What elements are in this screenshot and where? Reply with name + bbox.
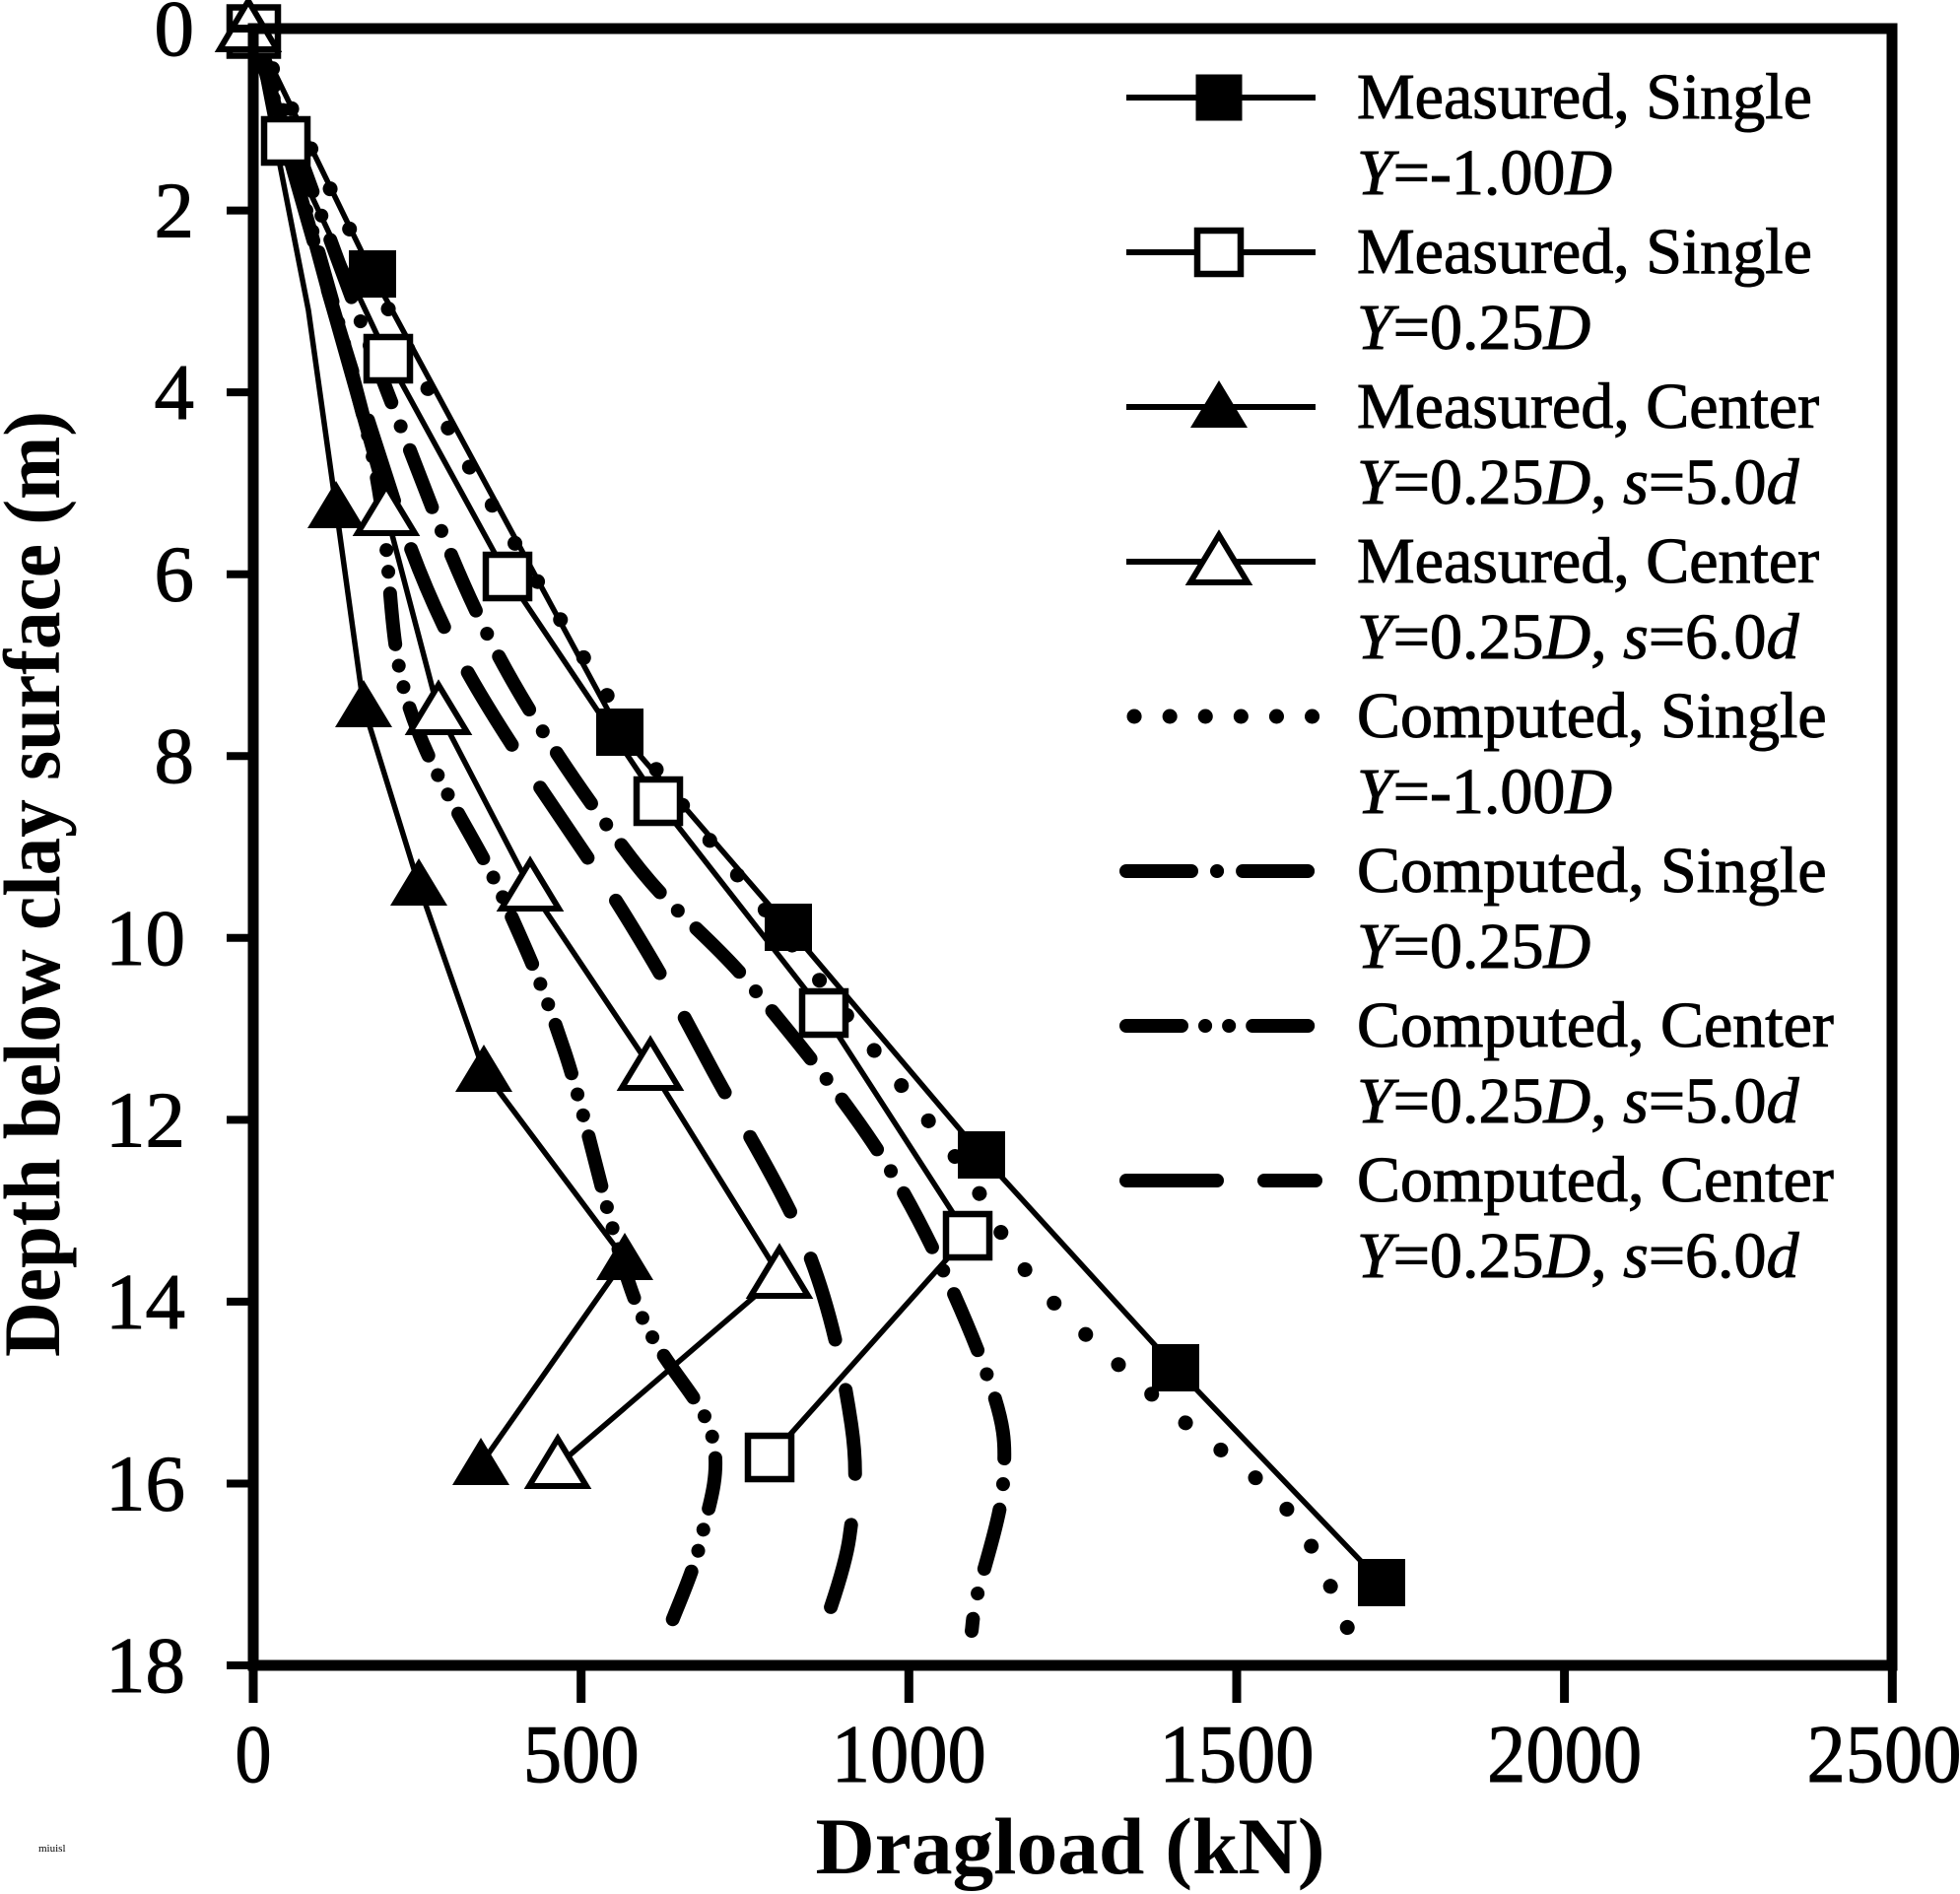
svg-text:Computed, Center: Computed, Center xyxy=(1357,989,1834,1061)
svg-text:Measured, Single: Measured, Single xyxy=(1357,61,1812,133)
svg-text:Y=-1.00D: Y=-1.00D xyxy=(1357,137,1612,209)
svg-text:8: 8 xyxy=(155,711,195,800)
svg-text:10: 10 xyxy=(105,894,185,982)
svg-text:Computed, Center: Computed, Center xyxy=(1357,1144,1834,1216)
svg-text:Depth below clay surface (m): Depth below clay surface (m) xyxy=(0,411,77,1357)
svg-text:2500: 2500 xyxy=(1807,1709,1960,1800)
svg-text:4: 4 xyxy=(155,348,195,437)
svg-text:1000: 1000 xyxy=(832,1709,986,1800)
svg-text:14: 14 xyxy=(105,1257,185,1346)
svg-text:Y=0.25D, s=5.0d: Y=0.25D, s=5.0d xyxy=(1357,446,1800,518)
svg-text:16: 16 xyxy=(105,1440,185,1528)
svg-text:12: 12 xyxy=(105,1075,185,1164)
svg-text:Measured, Center: Measured, Center xyxy=(1357,371,1819,442)
svg-text:Measured, Single: Measured, Single xyxy=(1357,216,1812,288)
svg-text:1500: 1500 xyxy=(1160,1709,1315,1800)
svg-text:Y=0.25D, s=6.0d: Y=0.25D, s=6.0d xyxy=(1357,601,1800,673)
svg-text:0: 0 xyxy=(155,0,195,73)
svg-text:Y=0.25D, s=5.0d: Y=0.25D, s=5.0d xyxy=(1357,1065,1800,1137)
svg-text:Y=0.25D, s=6.0d: Y=0.25D, s=6.0d xyxy=(1357,1220,1800,1292)
svg-text:500: 500 xyxy=(523,1709,640,1800)
svg-text:Y=-1.00D: Y=-1.00D xyxy=(1357,756,1612,828)
svg-text:2000: 2000 xyxy=(1487,1709,1642,1800)
svg-text:Y=0.25D: Y=0.25D xyxy=(1357,911,1590,982)
svg-text:Measured, Center: Measured, Center xyxy=(1357,525,1819,597)
svg-text:2: 2 xyxy=(155,167,195,255)
svg-text:miuisl: miuisl xyxy=(38,1843,66,1855)
svg-text:Computed, Single: Computed, Single xyxy=(1357,835,1827,907)
svg-text:0: 0 xyxy=(236,1709,272,1800)
svg-text:Dragload (kN): Dragload (kN) xyxy=(816,1801,1325,1891)
svg-text:Y=0.25D: Y=0.25D xyxy=(1357,292,1590,364)
svg-text:18: 18 xyxy=(105,1621,185,1710)
svg-text:Computed, Single: Computed, Single xyxy=(1357,680,1827,752)
svg-text:6: 6 xyxy=(155,530,195,619)
